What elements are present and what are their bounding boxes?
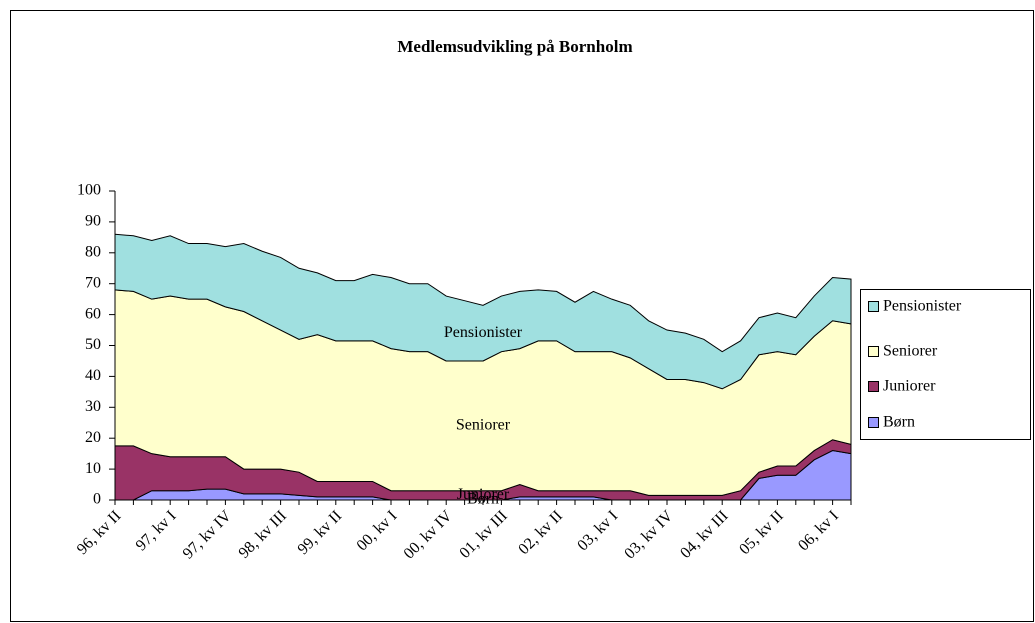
area-label: Pensionister: [444, 324, 523, 341]
y-tick-label: 90: [85, 213, 101, 230]
legend-label: Pensionister: [883, 298, 962, 315]
legend-swatch: [868, 417, 879, 428]
legend-label: Børn: [883, 414, 915, 431]
y-tick-label: 0: [93, 491, 101, 508]
area: [114, 233, 852, 390]
legend-swatch: [868, 346, 879, 357]
y-tick-label: 60: [85, 305, 101, 322]
y-tick-label: 50: [85, 336, 101, 353]
y-tick-label: 30: [85, 398, 101, 415]
chart-title: Medlemsudvikling på Bornholm: [397, 37, 632, 56]
legend-box: [860, 289, 1031, 440]
area-label: Juniorer: [457, 486, 510, 503]
area-label: Seniorer: [456, 417, 511, 434]
legend-swatch: [868, 381, 879, 392]
area-label: Børn: [467, 491, 499, 508]
legend-label: Juniorer: [883, 378, 936, 395]
y-tick-label: 40: [85, 367, 101, 384]
y-tick-label: 100: [77, 182, 101, 199]
y-tick-label: 80: [85, 243, 101, 260]
legend-swatch: [868, 301, 879, 312]
y-tick-label: 10: [85, 460, 101, 477]
y-tick-label: 70: [85, 274, 101, 291]
legend-label: Seniorer: [883, 343, 938, 360]
y-tick-label: 20: [85, 429, 101, 446]
